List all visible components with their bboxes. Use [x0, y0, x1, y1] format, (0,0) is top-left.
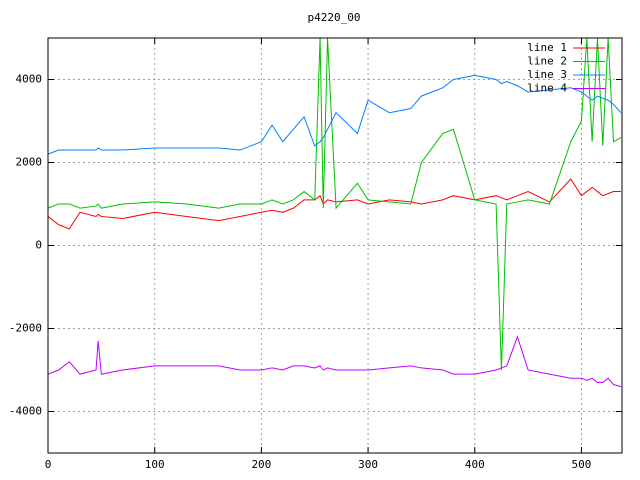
y-tick-label: -4000 [9, 405, 42, 418]
y-tick-label: 0 [35, 239, 42, 252]
y-tick-label: 4000 [16, 73, 43, 86]
x-tick-label: 200 [251, 458, 271, 471]
plot-area [48, 38, 622, 388]
grid: -4000 -2000 0 2000 4000 0 100 200 300 400 500 [9, 38, 622, 471]
legend-label: line 1 [527, 41, 567, 54]
x-tick-label: 500 [572, 458, 592, 471]
legend-label: line 3 [527, 68, 567, 81]
y-tick-label: -2000 [9, 322, 42, 335]
x-tick-label: 400 [465, 458, 485, 471]
data-line [48, 74, 622, 155]
data-line [48, 38, 622, 371]
y-tick-label: 2000 [16, 156, 43, 169]
x-tick-label: 100 [145, 458, 165, 471]
chart-title: p4220_00 [308, 11, 361, 24]
legend-label: line 4 [527, 82, 567, 95]
x-tick-label: 0 [45, 458, 52, 471]
legend-label: line 2 [527, 55, 567, 68]
plot-border [47, 37, 623, 454]
data-line [48, 178, 621, 230]
data-line [48, 335, 622, 388]
x-tick-label: 300 [358, 458, 378, 471]
